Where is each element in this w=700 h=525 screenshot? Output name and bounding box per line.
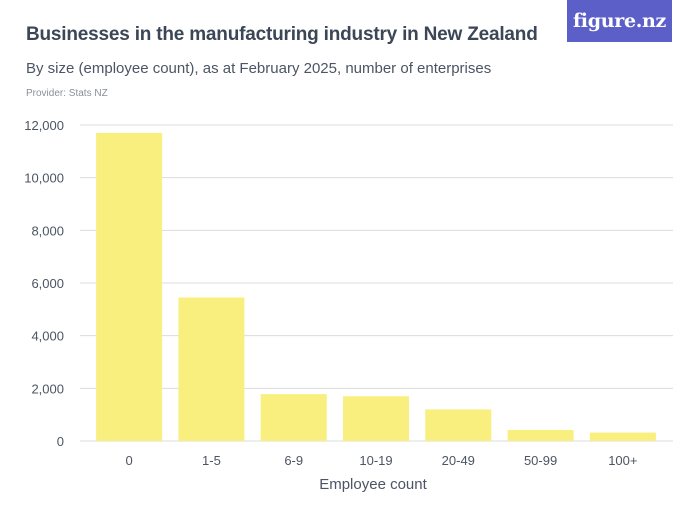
x-tick-label: 20-49 bbox=[442, 453, 475, 468]
bar-1-5[interactable] bbox=[178, 297, 245, 441]
x-axis-ticks: 0 1-5 6-9 10-19 20-49 50-99 100+ bbox=[126, 453, 638, 468]
x-tick-label: 100+ bbox=[608, 453, 637, 468]
y-tick-label: 12,000 bbox=[24, 118, 64, 133]
y-tick-label: 6,000 bbox=[31, 276, 64, 291]
y-tick-label: 10,000 bbox=[24, 171, 64, 186]
provider-note: Provider: Stats NZ bbox=[26, 88, 108, 99]
y-tick-label: 8,000 bbox=[31, 223, 64, 238]
x-tick-label: 0 bbox=[126, 453, 133, 468]
x-axis-label: Employee count bbox=[319, 476, 427, 493]
bar-6-9[interactable] bbox=[260, 394, 327, 441]
bar-10-19[interactable] bbox=[343, 396, 409, 441]
y-tick-label: 4,000 bbox=[31, 329, 64, 344]
y-tick-label: 2,000 bbox=[31, 381, 64, 396]
chart-subtitle: By size (employee count), as at February… bbox=[26, 60, 492, 77]
y-axis-ticks: 0 2,000 4,000 6,000 8,000 10,000 12,000 bbox=[24, 118, 64, 449]
bars bbox=[96, 132, 656, 441]
x-tick-label: 50-99 bbox=[524, 453, 557, 468]
x-tick-label: 6-9 bbox=[284, 453, 303, 468]
figure-nz-logo[interactable]: figure.nz bbox=[567, 0, 672, 42]
chart-title: Businesses in the manufacturing industry… bbox=[26, 24, 538, 45]
bar-20-49[interactable] bbox=[425, 409, 492, 441]
x-tick-label: 10-19 bbox=[359, 453, 392, 468]
gridlines bbox=[80, 124, 673, 442]
bar-50-99[interactable] bbox=[507, 429, 574, 441]
bar-100+[interactable] bbox=[589, 432, 656, 441]
bar-0[interactable] bbox=[96, 132, 163, 441]
x-tick-label: 1-5 bbox=[202, 453, 221, 468]
y-tick-label: 0 bbox=[57, 434, 64, 449]
